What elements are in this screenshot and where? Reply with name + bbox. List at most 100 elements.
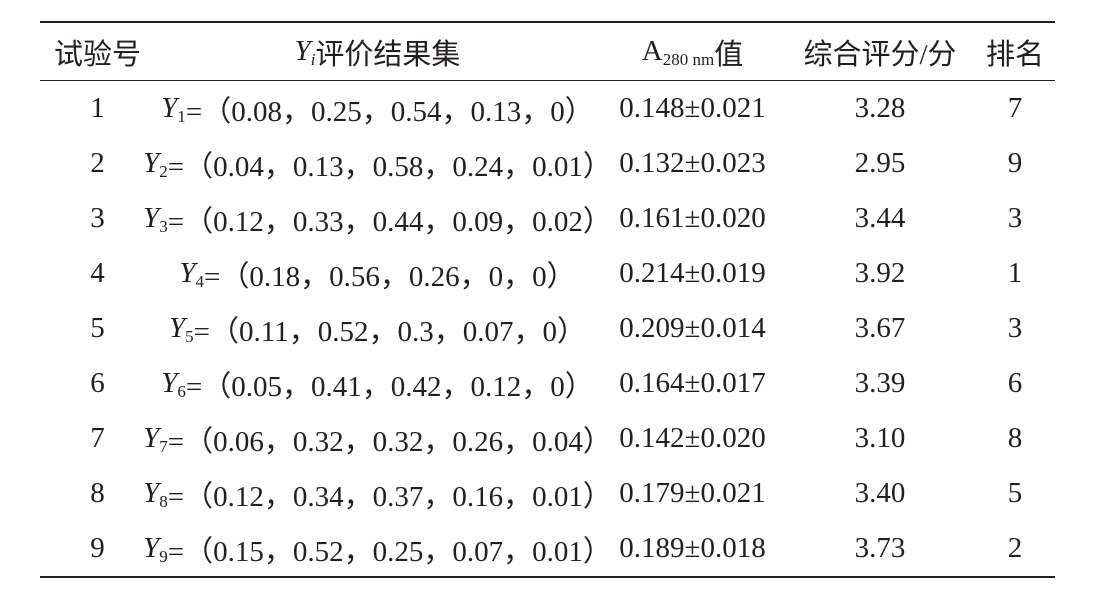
cell-text: 3 [90,202,105,234]
subscript: i [310,49,316,69]
cell-text: 3 [1007,312,1023,344]
cell-text: 2 [90,147,105,179]
table-cell: 9 [975,136,1055,191]
cell-text: =（0.15，0.52，0.25，0.07，0.01） [167,535,612,568]
cell-text: 排名 [985,38,1044,71]
table-cell: 4 [40,246,155,301]
subscript: 280 nm [662,49,715,69]
cell-text: 7 [1007,92,1023,124]
subscript: 1 [177,106,186,126]
cell-text: 3.28 [854,92,906,124]
table-cell: 3.67 [785,301,975,356]
cell-text: 0.142±0.020 [619,422,766,454]
cell-text: 3.67 [854,312,906,344]
subscript: 8 [159,491,168,511]
cell-text: 3.10 [854,422,906,454]
top-rule [40,21,1055,23]
cell-text: =（0.05，0.41，0.42，0.12，0） [185,370,594,403]
table-cell: 3 [975,191,1055,246]
symbol: Y [143,477,160,509]
table-cell: 0.164±0.017 [600,356,785,411]
cell-text: 9 [90,532,105,564]
table-cell: 3.10 [785,411,975,466]
cell-text: 值 [714,38,744,71]
table-cell: Y 1 =（0.08，0.25，0.54，0.13，0） [155,81,600,136]
subscript: 3 [159,216,168,236]
cell-text: 2.95 [854,147,906,179]
table-cell: 3.73 [785,521,975,576]
header-cell: 排名 [975,23,1055,80]
subscript: 7 [159,436,168,456]
symbol: Y [143,202,160,234]
table-cell: Y 8 =（0.12，0.34，0.37，0.16，0.01） [143,466,612,521]
table-cell: 1 [40,81,155,136]
table-cell: 6 [40,356,155,411]
table-cell: 0.179±0.021 [600,466,785,521]
table-cell: Y 3 =（0.12，0.33，0.44，0.09，0.02） [143,191,612,246]
table-cell: 5 [40,301,155,356]
cell-text: 0.132±0.023 [619,147,766,179]
cell-text: =（0.11，0.52，0.3，0.07，0） [193,315,586,348]
cell-text: =（0.12，0.34，0.37，0.16，0.01） [167,480,612,513]
symbol: Y [143,147,160,179]
cell-text: 0.161±0.020 [619,202,766,234]
cell-text: 6 [90,367,105,399]
cell-text: 0.179±0.021 [619,477,766,509]
table-cell: Y 7 =（0.06，0.32，0.32，0.26，0.04） [143,411,612,466]
table-cell: 3.28 [785,81,975,136]
symbol: Y [161,367,178,399]
cell-text: =（0.08，0.25，0.54，0.13，0） [185,95,594,128]
cell-text: 3.73 [854,532,906,564]
table-cell: 8 [975,411,1055,466]
table-cell: Y 5 =（0.11，0.52，0.3，0.07，0） [155,301,600,356]
bottom-rule [40,576,1055,578]
table-cell: Y 2 =（0.04，0.13，0.58，0.24，0.01） [143,136,612,191]
cell-text: 8 [1007,422,1023,454]
subscript: 9 [159,546,168,566]
table-cell: 3.40 [785,466,975,521]
cell-text: 2 [1007,532,1023,564]
table-cell: Y 4 =（0.18，0.56，0.26，0，0） [155,246,600,301]
cell-text: 综合评分/分 [803,38,957,71]
table-cell: 8 [40,466,155,521]
table-cell: 9 [40,521,155,576]
cell-text: =（0.06，0.32，0.32，0.26，0.04） [167,425,612,458]
table-cell: 0.214±0.019 [600,246,785,301]
cell-text: 4 [90,257,105,289]
header-cell: 综合评分/分 [785,23,975,80]
symbol: Y [143,422,160,454]
table-cell: 3 [40,191,155,246]
table-cell: 0.209±0.014 [600,301,785,356]
table-cell: 1 [975,246,1055,301]
cell-text: 试验号 [53,38,141,71]
cell-text: 3 [1007,202,1023,234]
table-cell: 0.148±0.021 [600,81,785,136]
table-cell: 3.44 [785,191,975,246]
table-cell: 3.92 [785,246,975,301]
cell-text: 5 [1007,477,1023,509]
symbol: A [641,35,663,67]
cell-text: 评价结果集 [315,38,461,71]
table-cell: 0.142±0.020 [600,411,785,466]
header-rule [40,80,1055,81]
symbol: Y [294,35,311,67]
symbol: Y [161,92,178,124]
table-cell: 3.39 [785,356,975,411]
cell-text: 3.39 [854,367,906,399]
cell-text: 0.164±0.017 [619,367,766,399]
cell-text: =（0.04，0.13，0.58，0.24，0.01） [167,150,612,183]
cell-text: 9 [1007,147,1023,179]
cell-text: =（0.18，0.56，0.26，0，0） [204,260,576,293]
cell-text: 0.209±0.014 [619,312,766,344]
table-cell: 7 [40,411,155,466]
table-cell: 2 [40,136,155,191]
cell-text: 0.214±0.019 [619,257,766,289]
cell-text: 0.148±0.021 [619,92,766,124]
table-cell: 2.95 [785,136,975,191]
table-cell: 2 [975,521,1055,576]
table-cell: Y 6 =（0.05，0.41，0.42，0.12，0） [155,356,600,411]
table-cell: 0.161±0.020 [600,191,785,246]
table-cell: Y 9 =（0.15，0.52，0.25，0.07，0.01） [143,521,612,576]
